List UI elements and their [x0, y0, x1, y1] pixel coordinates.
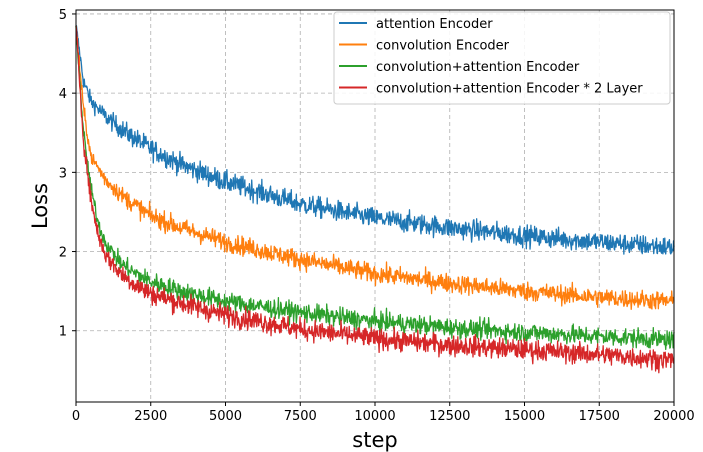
x-tick-label: 0 — [72, 409, 80, 424]
x-tick-label: 17500 — [579, 409, 620, 424]
legend-label: convolution Encoder — [376, 39, 510, 54]
x-tick-label: 5000 — [209, 409, 242, 424]
y-tick-label: 5 — [59, 8, 67, 23]
x-tick-label: 10000 — [354, 409, 395, 424]
series-line — [75, 25, 675, 351]
y-tick-label: 4 — [59, 87, 67, 102]
x-tick-label: 7500 — [284, 409, 317, 424]
series-line — [75, 25, 675, 255]
y-tick-label: 3 — [59, 166, 67, 181]
series-line — [75, 25, 675, 311]
x-tick-label: 2500 — [134, 409, 167, 424]
x-tick-label: 15000 — [504, 409, 545, 424]
x-tick-label: 20000 — [653, 409, 694, 424]
y-axis-title: Loss — [28, 183, 52, 229]
y-tick-label: 1 — [59, 325, 67, 340]
x-axis-title: step — [352, 428, 397, 452]
series-lines — [75, 25, 675, 374]
legend-box — [333, 11, 671, 105]
legend-label: attention Encoder — [376, 17, 493, 32]
series-line — [75, 25, 675, 374]
legend: attention Encoder convolution Encoder conv… — [333, 11, 671, 105]
x-tick-label: 12500 — [429, 409, 470, 424]
legend-label: convolution+attention Encoder — [376, 60, 580, 75]
y-tick-label: 2 — [59, 246, 67, 261]
axis-ticks: 0 2500 5000 7500 10000 12500 15000 17500 20000 1 2… — [59, 8, 695, 424]
legend-label: convolution+attention Encoder * 2 Layer — [376, 82, 643, 97]
